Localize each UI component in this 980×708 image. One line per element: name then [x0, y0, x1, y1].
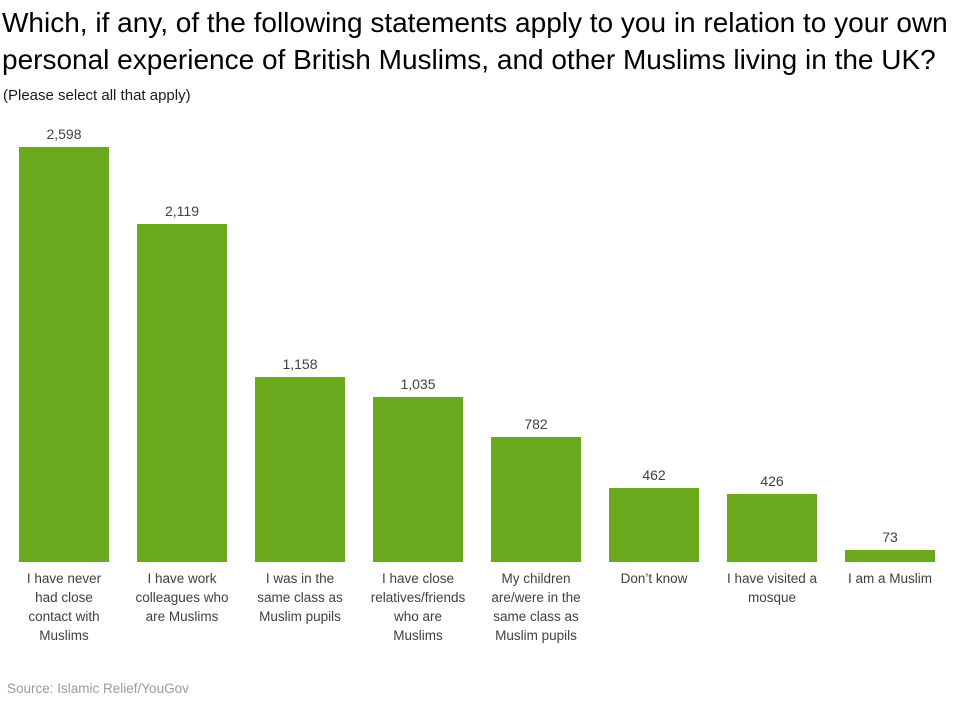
bar-value-label: 73	[882, 529, 898, 545]
category-label: I have work colleagues who are Muslims	[135, 571, 229, 624]
bar-column: 2,598	[5, 125, 123, 562]
category-label: I was in the same class as Muslim pupils	[257, 571, 343, 624]
plot-area: 2,598 2,119 1,158 1,035 782 462 426 73	[5, 125, 949, 562]
category-label: Don’t know	[620, 571, 688, 586]
bars-row: 2,598 2,119 1,158 1,035 782 462 426 73	[5, 125, 949, 562]
bar-column: 1,035	[359, 375, 477, 562]
bar	[373, 397, 463, 562]
bar-column: 2,119	[123, 202, 241, 562]
bar-value-label: 462	[642, 467, 666, 483]
chart-title-line-2: personal experience of British Muslims, …	[2, 44, 936, 75]
category-label: I have close relatives/friends who are M…	[370, 571, 466, 643]
bar-column: 782	[477, 415, 595, 562]
chart-title-line-1: Which, if any, of the following statemen…	[2, 7, 948, 38]
bar-value-label: 1,035	[400, 376, 436, 392]
category-label: I have never had close contact with Musl…	[26, 571, 102, 643]
bar-column: 426	[713, 472, 831, 562]
bar	[609, 488, 699, 562]
bar-column: 73	[831, 528, 949, 562]
category-label: I have visited a mosque	[726, 571, 818, 605]
bar-value-label: 2,119	[165, 203, 199, 219]
bar	[255, 377, 345, 562]
bar	[727, 494, 817, 562]
category-label: My children are/were in the same class a…	[491, 571, 581, 643]
bar	[19, 147, 109, 562]
bar-value-label: 426	[760, 473, 784, 489]
bar	[845, 550, 935, 562]
chart-title: Which, if any, of the following statemen…	[2, 4, 948, 78]
bar	[137, 224, 227, 562]
bar-value-label: 1,158	[282, 356, 318, 372]
bar-value-label: 782	[524, 416, 548, 432]
bar-column: 1,158	[241, 355, 359, 562]
source-caption: Source: Islamic Relief/YouGov	[7, 681, 189, 696]
chart-subtitle: (Please select all that apply)	[3, 87, 191, 104]
category-labels-row: I have never had close contact with Musl…	[5, 569, 949, 645]
bar-column: 462	[595, 466, 713, 562]
bar-value-label: 2,598	[46, 126, 82, 142]
bar	[491, 437, 581, 562]
category-label: I am a Muslim	[847, 571, 932, 586]
